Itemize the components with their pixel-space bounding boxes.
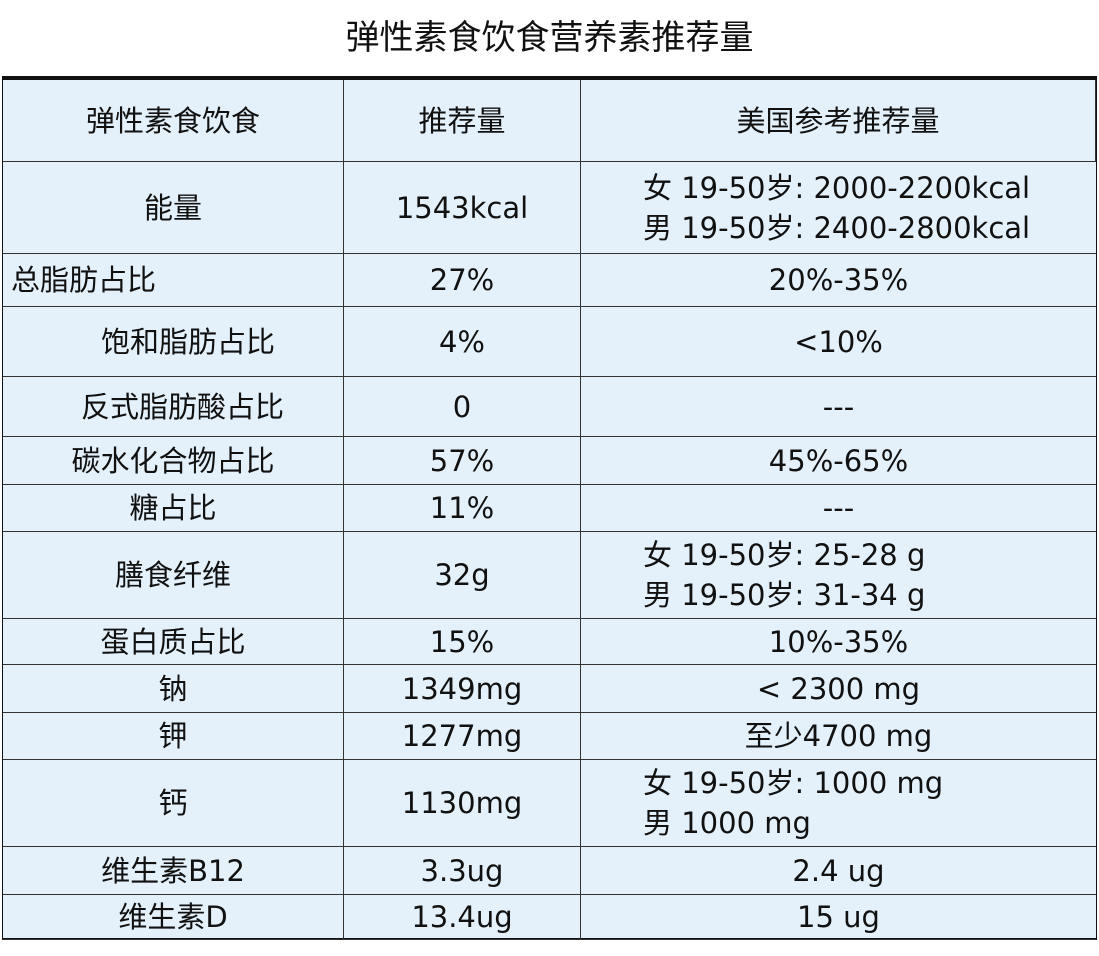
cell: 钾 xyxy=(3,713,344,760)
cell-line: 女 19-50岁: 25-28 g xyxy=(643,538,926,572)
cell: 钠 xyxy=(3,665,344,713)
cell: 总脂肪占比 xyxy=(3,254,344,307)
header-cell: 弹性素食饮食 xyxy=(3,80,344,162)
cell: 能量 xyxy=(3,162,344,254)
cell: 蛋白质占比 xyxy=(3,619,344,665)
cell: 膳食纤维 xyxy=(3,532,344,619)
cell: 1277mg xyxy=(344,713,581,760)
cell: 1130mg xyxy=(344,760,581,847)
cell: 10%-35% xyxy=(581,619,1096,665)
cell: 13.4ug xyxy=(344,895,581,940)
cell: 15% xyxy=(344,619,581,665)
cell-line: 女 19-50岁: 2000-2200kcal xyxy=(643,170,1031,205)
header-cell: 美国参考推荐量 xyxy=(581,80,1096,162)
cell: 1543kcal xyxy=(344,162,581,254)
cell: 2.4 ug xyxy=(581,847,1096,895)
cell: 57% xyxy=(344,437,581,485)
cell: 32g xyxy=(344,532,581,619)
cell: 反式脂肪酸占比 xyxy=(3,377,344,437)
cell-line: 男 19-50岁: 31-34 g xyxy=(643,578,926,612)
cell: 3.3ug xyxy=(344,847,581,895)
cell: --- xyxy=(581,485,1096,532)
cell: 钙 xyxy=(3,760,344,847)
cell: < 2300 mg xyxy=(581,665,1096,713)
cell: 女 19-50岁: 25-28 g 男 19-50岁: 31-34 g xyxy=(581,532,1096,619)
cell: 1349mg xyxy=(344,665,581,713)
title: 弹性素食饮食营养素推荐量 xyxy=(345,18,754,58)
cell: <10% xyxy=(581,307,1096,377)
cell: 女 19-50岁: 2000-2200kcal 男 19-50岁: 2400-28… xyxy=(581,162,1096,254)
cell: 维生素B12 xyxy=(3,847,344,895)
cell: 4% xyxy=(344,307,581,377)
cell: 碳水化合物占比 xyxy=(3,437,344,485)
cell: 45%-65% xyxy=(581,437,1096,485)
cell: 15 ug xyxy=(581,895,1096,940)
cell: --- xyxy=(581,377,1096,437)
cell-line: 男 1000 mg xyxy=(643,806,811,840)
cell-line: 男 19-50岁: 2400-2800kcal xyxy=(643,210,1031,245)
header-cell: 推荐量 xyxy=(344,80,581,162)
cell: 11% xyxy=(344,485,581,532)
cell: 维生素D xyxy=(3,895,344,940)
cell: 女 19-50岁: 1000 mg 男 1000 mg xyxy=(581,760,1096,847)
cell: 0 xyxy=(344,377,581,437)
cell: 糖占比 xyxy=(3,485,344,532)
cell: 27% xyxy=(344,254,581,307)
table: 弹性素食饮食 推荐量 美国参考推荐量 能量 1543kcal 女 19-50岁: 2000… xyxy=(2,76,1097,940)
cell: 至少4700 mg xyxy=(581,713,1096,760)
cell: 饱和脂肪占比 xyxy=(3,307,344,377)
cell: 20%-35% xyxy=(581,254,1096,307)
cell-line: 女 19-50岁: 1000 mg xyxy=(643,766,944,800)
